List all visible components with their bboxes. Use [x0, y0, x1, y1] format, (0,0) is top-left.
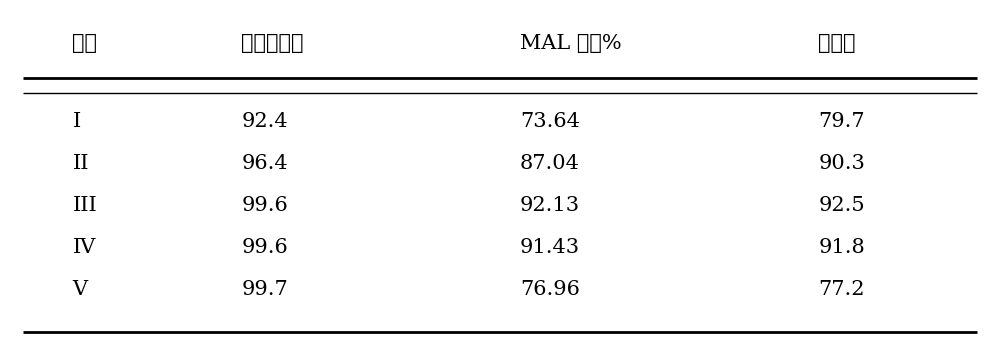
Text: 丙醛转化率: 丙醛转化率 — [241, 33, 304, 53]
Text: V: V — [72, 280, 88, 299]
Text: 92.13: 92.13 — [520, 196, 580, 215]
Text: 73.64: 73.64 — [520, 113, 580, 131]
Text: IV: IV — [72, 238, 96, 257]
Text: 91.8: 91.8 — [818, 238, 865, 257]
Text: I: I — [72, 113, 81, 131]
Text: 91.43: 91.43 — [520, 238, 580, 257]
Text: 79.7: 79.7 — [818, 113, 865, 131]
Text: III: III — [72, 196, 97, 215]
Text: 99.6: 99.6 — [241, 238, 288, 257]
Text: 92.4: 92.4 — [241, 113, 288, 131]
Text: 96.4: 96.4 — [241, 154, 288, 173]
Text: 选择性: 选择性 — [818, 33, 856, 53]
Text: 99.6: 99.6 — [241, 196, 288, 215]
Text: 77.2: 77.2 — [818, 280, 865, 299]
Text: 90.3: 90.3 — [818, 154, 865, 173]
Text: MAL 收率%: MAL 收率% — [520, 33, 622, 53]
Text: II: II — [72, 154, 89, 173]
Text: 87.04: 87.04 — [520, 154, 580, 173]
Text: 样品: 样品 — [72, 33, 97, 53]
Text: 92.5: 92.5 — [818, 196, 865, 215]
Text: 76.96: 76.96 — [520, 280, 580, 299]
Text: 99.7: 99.7 — [241, 280, 288, 299]
